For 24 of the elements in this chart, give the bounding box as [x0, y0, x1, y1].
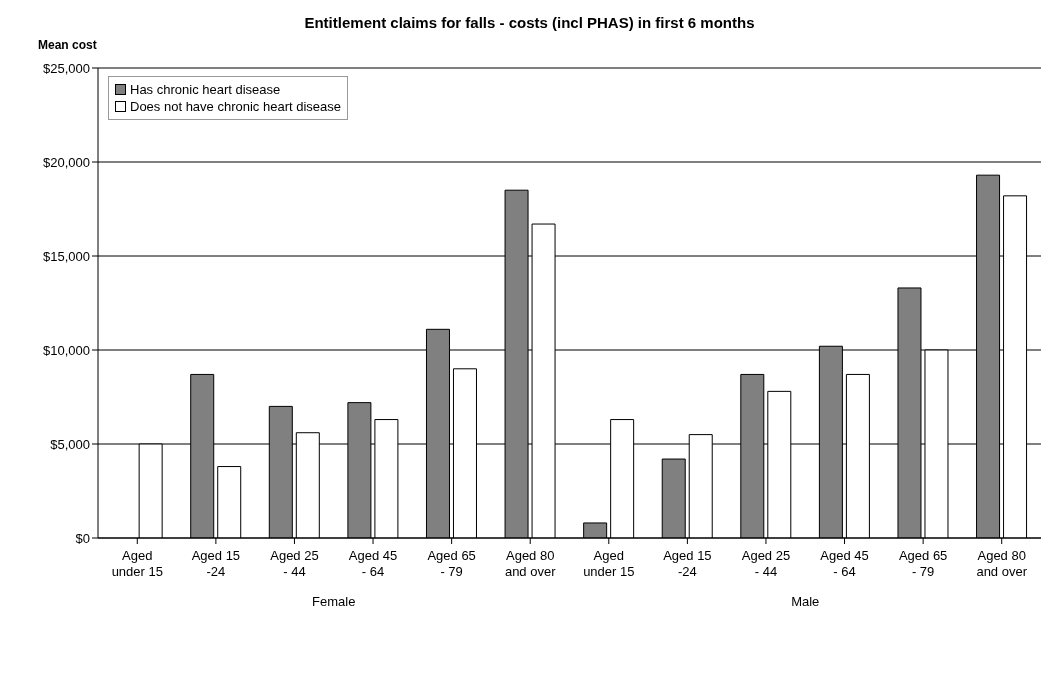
x-tick-label: Aged 25 - 44 — [741, 548, 791, 579]
x-tick-label: Aged 15 -24 — [663, 548, 712, 579]
chart-title: Entitlement claims for falls - costs (incl PHAS) in first 6 months — [303, 14, 756, 31]
x-tick-label: Aged 25 - 44 — [270, 548, 319, 579]
y-axis-title: Mean cost — [38, 38, 97, 52]
x-tick-label: Aged 65 - 79 — [427, 548, 476, 579]
x-tick-label: Aged 80 and over — [976, 548, 1028, 579]
text: Female — [311, 594, 357, 609]
x-tick-label: Aged 80 and over — [504, 548, 557, 579]
x-tick-label: Aged under 15 — [111, 548, 163, 579]
x-tick-label: Aged under 15 — [583, 548, 635, 579]
legend-label: Has chronic heart disease — [130, 81, 281, 98]
text: Male — [790, 594, 821, 609]
legend-label: Does not have chronic heart disease — [130, 98, 342, 115]
y-tick-label: $20,000 — [43, 154, 90, 170]
x-tick-label: Aged 45 - 64 — [348, 548, 398, 579]
x-tick-label: Aged 15 -24 — [191, 548, 241, 579]
y-tick-label: $0 — [75, 530, 90, 546]
y-tick-label: $5,000 — [50, 436, 90, 452]
y-tick-label: $25,000 — [43, 60, 90, 76]
x-tick-label: Aged 45 - 64 — [820, 548, 869, 579]
y-tick-label: $15,000 — [43, 248, 90, 264]
y-tick-label: $10,000 — [43, 342, 90, 358]
x-tick-label: Aged 65 - 79 — [898, 548, 948, 579]
